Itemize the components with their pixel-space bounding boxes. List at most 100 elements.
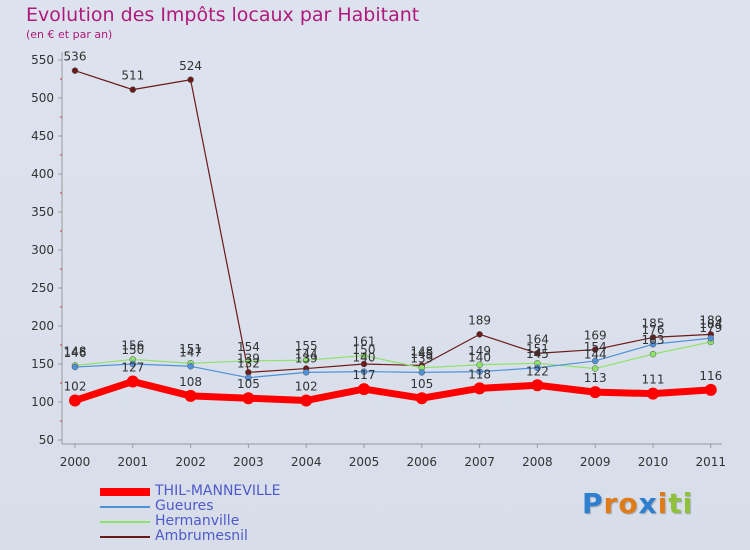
data-point-gueures (129, 360, 137, 368)
x-tick-label: 2011 (696, 455, 727, 469)
data-label-gueures: 139 (295, 351, 318, 365)
data-label-ambrumesnil: 139 (237, 351, 260, 365)
data-label-thil-manneville: 117 (353, 368, 376, 382)
legend-label-thil-manneville: THIL-MANNEVILLE (155, 483, 281, 499)
y-tick-label: 150 (31, 357, 54, 371)
y-tick-label: 200 (31, 319, 54, 333)
data-label-hermanville: 179 (699, 321, 722, 335)
legend-label-gueures: Gueures (155, 498, 214, 514)
data-label-gueures: 145 (526, 347, 549, 361)
x-tick-label: 2000 (60, 455, 91, 469)
data-point-gueures (707, 334, 715, 342)
x-tick-label: 2004 (291, 455, 322, 469)
x-tick-label: 2008 (522, 455, 553, 469)
data-label-thil-manneville: 102 (64, 379, 87, 393)
data-label-gueures: 147 (179, 345, 202, 359)
data-label-ambrumesnil: 150 (353, 343, 376, 357)
data-label-ambrumesnil: 169 (584, 329, 607, 343)
logo-letter: x (638, 487, 658, 520)
y-tick-label: 50 (39, 433, 54, 447)
data-point-thil-manneville (69, 394, 81, 407)
data-point-gueures (302, 369, 310, 376)
data-point-ambrumesnil (187, 76, 194, 84)
data-point-hermanville (245, 357, 252, 365)
data-label-hermanville: 148 (64, 345, 87, 359)
series-line-hermanville (74, 341, 711, 370)
data-label-thil-manneville: 122 (526, 364, 549, 378)
data-label-ambrumesnil: 189 (699, 313, 722, 327)
y-tick-label: 400 (31, 167, 54, 181)
data-label-gueures: 184 (699, 317, 722, 331)
logo-letter: i (682, 487, 694, 520)
data-label-hermanville: 151 (526, 342, 549, 356)
data-label-ambrumesnil: 144 (295, 348, 318, 362)
data-label-thil-manneville: 108 (179, 375, 202, 389)
legend-swatch-thil-manneville (100, 488, 150, 496)
logo-letter: o (618, 487, 639, 520)
data-label-thil-manneville: 127 (121, 360, 144, 374)
data-label-gueures: 146 (64, 346, 87, 360)
legend-swatch-hermanville (100, 521, 150, 523)
y-tick-label: 100 (31, 395, 54, 409)
logo-letter: P (582, 487, 604, 520)
data-label-hermanville: 149 (468, 344, 491, 358)
data-label-gueures: 139 (410, 351, 433, 365)
series-line-gueures (74, 337, 711, 379)
data-point-gueures (187, 363, 194, 370)
data-point-ambrumesnil (591, 346, 599, 353)
y-tick-label: 450 (31, 129, 54, 143)
data-point-gueures (476, 368, 483, 375)
data-label-hermanville: 144 (584, 348, 607, 362)
data-point-thil-manneville (704, 383, 717, 396)
data-point-ambrumesnil (129, 86, 137, 93)
data-point-hermanville (591, 365, 599, 372)
data-label-hermanville: 151 (179, 342, 202, 356)
data-point-gueures (360, 368, 368, 375)
data-point-ambrumesnil (534, 350, 541, 357)
y-tick-label: 350 (31, 205, 54, 219)
chart-subtitle: (en € et par an) (26, 28, 113, 41)
data-label-gueures: 176 (642, 323, 665, 337)
data-label-gueures: 132 (237, 357, 260, 371)
proxiti-logo: Proxiti (582, 487, 693, 520)
legend-label-ambrumesnil: Ambrumesnil (155, 528, 248, 544)
y-tick-label: 300 (31, 243, 54, 257)
x-tick-label: 2006 (407, 455, 438, 469)
x-tick-label: 2009 (580, 455, 611, 469)
x-tick-label: 2005 (349, 455, 380, 469)
data-point-thil-manneville (242, 392, 255, 405)
data-label-hermanville: 154 (237, 340, 260, 354)
data-label-thil-manneville: 111 (642, 373, 665, 387)
data-label-thil-manneville: 105 (237, 377, 260, 391)
y-tick-label: 250 (31, 281, 54, 295)
data-point-ambrumesnil (360, 360, 368, 368)
data-label-hermanville: 161 (353, 335, 376, 349)
y-tick-label: 500 (31, 91, 54, 105)
data-label-thil-manneville: 118 (468, 367, 491, 381)
data-point-gueures (418, 369, 426, 376)
data-point-hermanville (476, 361, 483, 369)
data-point-thil-manneville (126, 375, 139, 388)
data-label-ambrumesnil: 189 (468, 313, 491, 327)
data-point-ambrumesnil (476, 331, 483, 338)
data-label-ambrumesnil: 536 (64, 50, 87, 64)
data-label-gueures: 154 (584, 340, 607, 354)
data-point-gueures (245, 374, 252, 381)
data-point-thil-manneville (589, 386, 602, 399)
data-label-thil-manneville: 116 (699, 369, 722, 383)
data-label-ambrumesnil: 185 (642, 316, 665, 330)
logo-letter: r (603, 487, 619, 520)
data-point-thil-manneville (415, 392, 428, 405)
legend-label-hermanville: Hermanville (155, 513, 240, 529)
data-point-thil-manneville (473, 382, 486, 395)
data-point-thil-manneville (358, 383, 370, 396)
data-point-gueures (591, 357, 599, 365)
logo-letter: i (657, 487, 669, 520)
x-tick-label: 2003 (233, 455, 264, 469)
data-point-thil-manneville (531, 379, 544, 392)
chart-title: Evolution des Impôts locaux par Habitant (26, 4, 420, 26)
data-point-thil-manneville (300, 394, 313, 407)
data-point-hermanville (649, 350, 657, 358)
